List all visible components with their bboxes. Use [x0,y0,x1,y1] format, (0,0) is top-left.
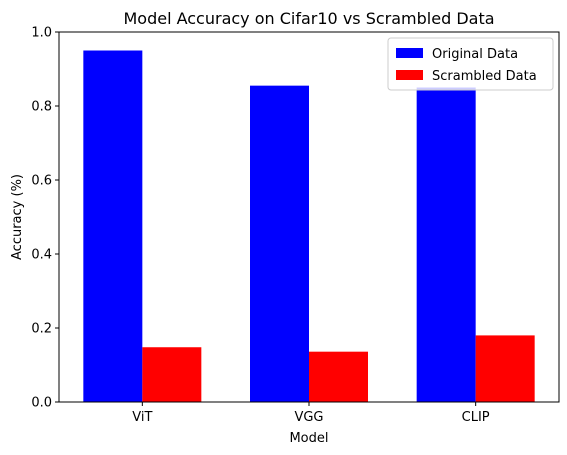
bar-original-data-vit [83,50,143,402]
x-tick-label: CLIP [462,410,490,425]
chart-title: Model Accuracy on Cifar10 vs Scrambled D… [123,9,494,28]
y-tick-label: 1.0 [31,26,52,41]
bar-original-data-vgg [250,85,309,403]
plot-area: 0.0 0.2 0.4 0.6 0.8 1.0 ViT VGG CLIP [31,26,560,425]
legend-label: Scrambled Data [432,69,537,84]
y-axis-label: Accuracy (%) [10,174,25,260]
legend-swatch [396,48,423,58]
bar-scrambled-data-vit [142,347,202,402]
x-tick-label: VGG [294,410,323,425]
legend-box [387,37,554,91]
x-axis-label: Model [289,431,328,446]
x-tick-label: ViT [132,410,152,425]
y-tick-label: 0.6 [31,174,52,189]
y-tick-label: 0.8 [31,100,52,115]
legend: Original Data Scrambled Data [387,37,554,91]
bar-original-data-clip [416,87,476,402]
legend-swatch [396,70,423,80]
y-tick-label: 0.0 [31,396,52,411]
bar-scrambled-data-clip [475,335,535,402]
bar-scrambled-data-vgg [309,351,368,402]
y-tick-label: 0.2 [31,322,52,337]
y-tick-label: 0.4 [31,248,52,263]
legend-label: Original Data [432,47,518,62]
